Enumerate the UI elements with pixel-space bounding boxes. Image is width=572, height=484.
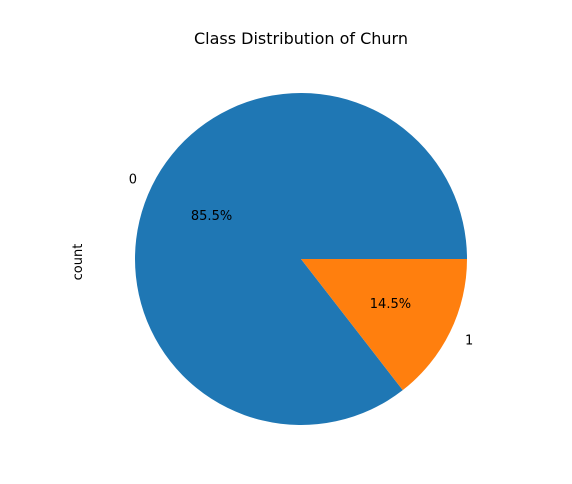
slice-percent-0: 85.5% [191, 209, 232, 224]
pie-labels: 0 85.5% 1 14.5% [129, 173, 474, 349]
pie-slice-1 [301, 259, 467, 391]
y-axis-label: count [71, 244, 86, 281]
slice-label-1: 1 [465, 333, 473, 348]
slice-percent-1: 14.5% [370, 297, 411, 312]
pie-slices [134, 93, 467, 426]
pie-slice-0 [134, 93, 467, 426]
slice-label-0: 0 [129, 173, 137, 188]
chart-title: Class Distribution of Churn [194, 29, 408, 48]
